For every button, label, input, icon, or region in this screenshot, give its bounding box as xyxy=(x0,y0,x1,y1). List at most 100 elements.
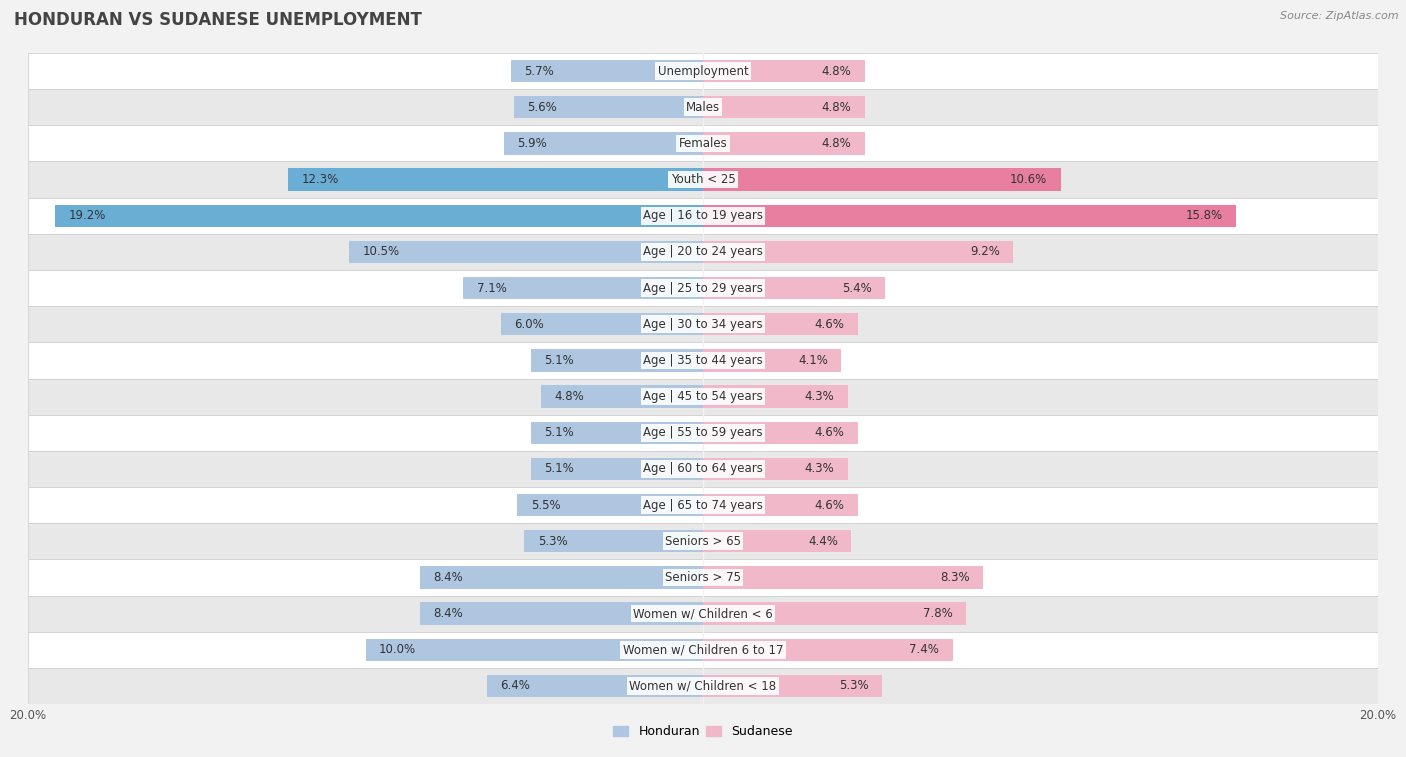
Bar xyxy=(703,494,858,516)
Legend: Honduran, Sudanese: Honduran, Sudanese xyxy=(609,721,797,743)
Bar xyxy=(501,313,703,335)
Bar xyxy=(28,451,1378,487)
Bar xyxy=(28,631,1378,668)
Text: 6.0%: 6.0% xyxy=(515,318,544,331)
Text: Age | 25 to 29 years: Age | 25 to 29 years xyxy=(643,282,763,294)
Bar xyxy=(703,132,865,154)
Text: 10.6%: 10.6% xyxy=(1010,173,1047,186)
Text: 4.8%: 4.8% xyxy=(821,64,852,77)
Bar xyxy=(28,378,1378,415)
Text: 15.8%: 15.8% xyxy=(1185,209,1223,223)
Text: Seniors > 75: Seniors > 75 xyxy=(665,571,741,584)
Bar xyxy=(703,674,882,697)
Text: 4.8%: 4.8% xyxy=(821,101,852,114)
Text: 5.1%: 5.1% xyxy=(544,463,574,475)
Bar xyxy=(28,342,1378,378)
Bar xyxy=(419,566,703,589)
Bar xyxy=(28,487,1378,523)
Text: Age | 45 to 54 years: Age | 45 to 54 years xyxy=(643,390,763,403)
Bar xyxy=(28,559,1378,596)
Text: 8.4%: 8.4% xyxy=(433,607,463,620)
Bar xyxy=(419,603,703,625)
Bar xyxy=(28,306,1378,342)
Text: 5.3%: 5.3% xyxy=(839,680,869,693)
Bar xyxy=(703,566,983,589)
Bar xyxy=(28,234,1378,270)
Text: 5.6%: 5.6% xyxy=(527,101,557,114)
Text: 7.4%: 7.4% xyxy=(910,643,939,656)
Bar xyxy=(703,385,848,408)
Bar xyxy=(703,603,966,625)
Text: Age | 65 to 74 years: Age | 65 to 74 years xyxy=(643,499,763,512)
Bar xyxy=(28,523,1378,559)
Bar xyxy=(288,168,703,191)
Text: 10.5%: 10.5% xyxy=(363,245,399,258)
Bar xyxy=(531,458,703,480)
Text: 4.6%: 4.6% xyxy=(815,426,845,439)
Bar xyxy=(510,60,703,83)
Text: Youth < 25: Youth < 25 xyxy=(671,173,735,186)
Text: Seniors > 65: Seniors > 65 xyxy=(665,534,741,548)
Text: 4.4%: 4.4% xyxy=(808,534,838,548)
Bar xyxy=(703,530,852,553)
Text: Women w/ Children 6 to 17: Women w/ Children 6 to 17 xyxy=(623,643,783,656)
Text: Unemployment: Unemployment xyxy=(658,64,748,77)
Bar xyxy=(28,596,1378,631)
Bar xyxy=(515,96,703,118)
Text: 9.2%: 9.2% xyxy=(970,245,1000,258)
Text: Age | 30 to 34 years: Age | 30 to 34 years xyxy=(643,318,763,331)
Bar xyxy=(503,132,703,154)
Text: Age | 35 to 44 years: Age | 35 to 44 years xyxy=(643,354,763,367)
Text: HONDURAN VS SUDANESE UNEMPLOYMENT: HONDURAN VS SUDANESE UNEMPLOYMENT xyxy=(14,11,422,30)
Bar xyxy=(703,349,841,372)
Text: 5.3%: 5.3% xyxy=(537,534,567,548)
Bar xyxy=(703,241,1014,263)
Text: 5.1%: 5.1% xyxy=(544,426,574,439)
Text: 19.2%: 19.2% xyxy=(69,209,105,223)
Text: 5.1%: 5.1% xyxy=(544,354,574,367)
Text: 5.9%: 5.9% xyxy=(517,137,547,150)
Bar xyxy=(28,415,1378,451)
Text: 5.4%: 5.4% xyxy=(842,282,872,294)
Text: Source: ZipAtlas.com: Source: ZipAtlas.com xyxy=(1281,11,1399,21)
Text: 4.8%: 4.8% xyxy=(554,390,585,403)
Bar xyxy=(28,668,1378,704)
Text: Age | 16 to 19 years: Age | 16 to 19 years xyxy=(643,209,763,223)
Bar xyxy=(541,385,703,408)
Bar xyxy=(28,126,1378,161)
Bar xyxy=(703,458,848,480)
Text: Women w/ Children < 6: Women w/ Children < 6 xyxy=(633,607,773,620)
Bar xyxy=(28,270,1378,306)
Text: Age | 60 to 64 years: Age | 60 to 64 years xyxy=(643,463,763,475)
Bar xyxy=(703,168,1060,191)
Bar xyxy=(703,422,858,444)
Text: Age | 20 to 24 years: Age | 20 to 24 years xyxy=(643,245,763,258)
Text: 6.4%: 6.4% xyxy=(501,680,530,693)
Bar xyxy=(703,60,865,83)
Bar xyxy=(703,96,865,118)
Text: 4.3%: 4.3% xyxy=(804,463,835,475)
Bar xyxy=(531,349,703,372)
Text: 5.5%: 5.5% xyxy=(531,499,561,512)
Text: Age | 55 to 59 years: Age | 55 to 59 years xyxy=(643,426,763,439)
Bar xyxy=(486,674,703,697)
Bar xyxy=(28,161,1378,198)
Bar xyxy=(703,313,858,335)
Text: 4.8%: 4.8% xyxy=(821,137,852,150)
Bar xyxy=(28,198,1378,234)
Text: 12.3%: 12.3% xyxy=(301,173,339,186)
Bar xyxy=(703,277,886,299)
Text: 7.1%: 7.1% xyxy=(477,282,506,294)
Text: Women w/ Children < 18: Women w/ Children < 18 xyxy=(630,680,776,693)
Text: 5.7%: 5.7% xyxy=(524,64,554,77)
Bar xyxy=(28,53,1378,89)
Text: 10.0%: 10.0% xyxy=(380,643,416,656)
Bar xyxy=(703,204,1236,227)
Text: 8.4%: 8.4% xyxy=(433,571,463,584)
Text: 4.6%: 4.6% xyxy=(815,499,845,512)
Bar xyxy=(464,277,703,299)
Bar xyxy=(55,204,703,227)
Bar xyxy=(349,241,703,263)
Text: 8.3%: 8.3% xyxy=(941,571,970,584)
Bar xyxy=(703,639,953,661)
